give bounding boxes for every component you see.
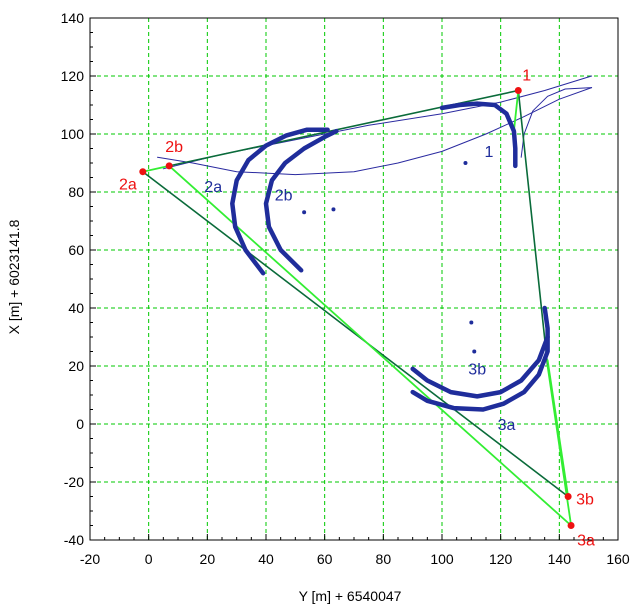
center-point — [331, 207, 336, 212]
series-layer — [141, 75, 593, 527]
y-tick-label: 40 — [68, 300, 84, 316]
x-tick-label: 80 — [376, 551, 392, 567]
series-line-thick — [410, 334, 550, 399]
y-tick-label: 140 — [61, 10, 85, 26]
y-tick-label: 20 — [68, 358, 84, 374]
arc-label: 3b — [468, 362, 486, 379]
x-tick-label: 0 — [145, 551, 153, 567]
series-line-thin — [157, 87, 593, 176]
center-point — [469, 320, 474, 325]
series-line-dark — [142, 170, 569, 498]
x-tick-label: 140 — [548, 551, 572, 567]
x-tick-label: 120 — [489, 551, 513, 567]
series-line-bright — [141, 164, 171, 173]
point-label: 3a — [577, 533, 595, 550]
series-line-thick — [439, 101, 518, 169]
series-line-bright — [513, 89, 520, 133]
x-tick-label: 160 — [606, 551, 630, 567]
x-axis-title: Y [m] + 6540047 — [299, 588, 402, 604]
x-tick-label: 100 — [430, 551, 454, 567]
series-line-bright — [168, 164, 572, 527]
y-tick-label: -20 — [64, 474, 84, 490]
center-point — [472, 349, 477, 354]
arc-label: 2a — [204, 179, 222, 196]
center-point — [302, 210, 307, 215]
series-line-thin — [520, 87, 593, 158]
y-tick-label: 0 — [76, 416, 84, 432]
point-label: 2b — [165, 139, 183, 156]
series-line-thick — [230, 127, 330, 276]
series-line-thick — [263, 128, 339, 273]
y-axis-title: X [m] + 6023141.8 — [6, 219, 22, 334]
series-line-dark — [517, 89, 549, 367]
points-layer: 1 2a 2b 3a 3b 1 2a 2b 3b 3a — [119, 68, 595, 550]
series-line-thin — [162, 75, 593, 170]
point-label: 3b — [576, 492, 594, 509]
center-point — [463, 161, 468, 165]
arc-label: 1 — [484, 144, 493, 161]
x-tick-label: 20 — [200, 551, 216, 567]
x-tick-label: -20 — [80, 551, 100, 567]
series-line-dark — [168, 89, 520, 167]
series-line-bright — [546, 359, 569, 498]
y-tick-label: -40 — [64, 532, 84, 548]
point-marker — [139, 168, 147, 176]
y-tick-label: 120 — [61, 68, 85, 84]
grid — [90, 18, 618, 540]
y-tick-label: 80 — [68, 184, 84, 200]
y-tick-label: 100 — [61, 126, 85, 142]
point-label: 2a — [119, 177, 137, 194]
tick-labels: -20 0 20 40 60 80 100 120 140 160-40-200204060801… — [61, 10, 630, 567]
point-marker — [567, 522, 575, 529]
plot-frame — [89, 17, 619, 541]
arc-label: 2b — [275, 188, 293, 205]
point-label: 1 — [522, 68, 531, 85]
point-marker — [165, 162, 173, 170]
point-marker — [514, 87, 522, 94]
point-marker — [564, 493, 572, 500]
y-tick-label: 60 — [68, 242, 84, 258]
arc-label: 3a — [498, 417, 516, 434]
x-tick-label: 60 — [317, 551, 333, 567]
x-tick-label: 40 — [258, 551, 274, 567]
